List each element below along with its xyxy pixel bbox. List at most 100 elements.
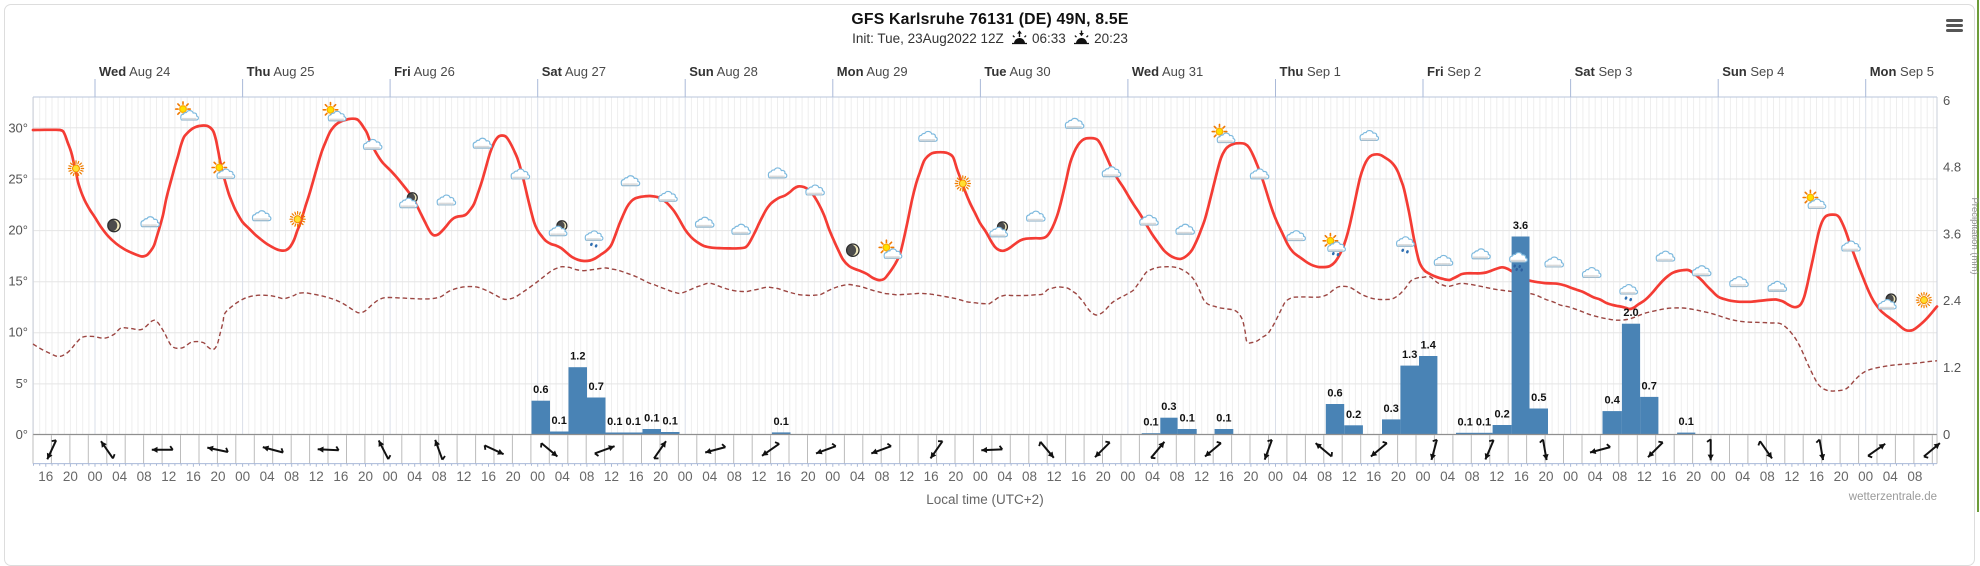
svg-text:0.1: 0.1 [1180, 413, 1195, 425]
svg-text:04: 04 [555, 469, 571, 484]
svg-text:00: 00 [1563, 469, 1578, 484]
svg-text:16: 16 [1661, 469, 1676, 484]
svg-text:20°: 20° [8, 223, 28, 238]
svg-text:Sat Aug 27: Sat Aug 27 [542, 64, 606, 79]
svg-text:12: 12 [161, 469, 176, 484]
svg-text:08: 08 [579, 469, 594, 484]
svg-text:08: 08 [1022, 469, 1037, 484]
svg-text:4.8: 4.8 [1943, 160, 1961, 175]
svg-text:Mon Aug 29: Mon Aug 29 [837, 64, 908, 79]
svg-text:04: 04 [112, 469, 128, 484]
svg-text:16: 16 [1809, 469, 1824, 484]
svg-text:04: 04 [997, 469, 1013, 484]
svg-text:0.1: 0.1 [552, 415, 567, 427]
svg-text:20: 20 [653, 469, 668, 484]
svg-text:Sat Sep 3: Sat Sep 3 [1575, 64, 1633, 79]
svg-text:00: 00 [973, 469, 988, 484]
svg-text:08: 08 [284, 469, 299, 484]
svg-text:16: 16 [333, 469, 348, 484]
svg-text:5°: 5° [16, 376, 28, 391]
svg-text:04: 04 [1145, 469, 1161, 484]
svg-text:0.1: 0.1 [626, 416, 641, 428]
svg-text:00: 00 [678, 469, 693, 484]
svg-text:08: 08 [137, 469, 152, 484]
svg-text:08: 08 [874, 469, 889, 484]
svg-text:12: 12 [1047, 469, 1062, 484]
svg-text:20: 20 [801, 469, 816, 484]
svg-text:2.0: 2.0 [1623, 307, 1638, 319]
svg-text:Precipitation (mm): Precipitation (mm) [1969, 197, 1980, 274]
svg-text:20: 20 [506, 469, 521, 484]
svg-text:Fri Aug 26: Fri Aug 26 [394, 64, 455, 79]
svg-text:Thu Aug 25: Thu Aug 25 [247, 64, 315, 79]
svg-text:30°: 30° [8, 120, 28, 135]
svg-text:20: 20 [210, 469, 225, 484]
svg-text:0.5: 0.5 [1531, 392, 1546, 404]
svg-text:20: 20 [1391, 469, 1406, 484]
svg-text:0: 0 [1943, 427, 1950, 442]
svg-text:3.6: 3.6 [1943, 226, 1961, 241]
svg-text:00: 00 [1711, 469, 1726, 484]
svg-text:1.2: 1.2 [1943, 360, 1961, 375]
svg-text:1.2: 1.2 [570, 351, 585, 363]
svg-text:04: 04 [1293, 469, 1309, 484]
svg-text:0.7: 0.7 [1642, 380, 1657, 392]
svg-text:0°: 0° [16, 427, 28, 442]
svg-text:0.1: 0.1 [663, 416, 678, 428]
svg-text:20: 20 [1243, 469, 1258, 484]
svg-text:1.3: 1.3 [1402, 349, 1417, 361]
svg-text:20: 20 [948, 469, 963, 484]
svg-text:16: 16 [1219, 469, 1234, 484]
svg-text:16: 16 [1366, 469, 1381, 484]
svg-text:0.1: 0.1 [774, 416, 789, 428]
svg-text:16: 16 [481, 469, 496, 484]
svg-text:6: 6 [1943, 93, 1950, 108]
svg-text:0.3: 0.3 [1161, 401, 1176, 413]
svg-text:0.4: 0.4 [1605, 395, 1621, 407]
svg-text:08: 08 [1760, 469, 1775, 484]
svg-text:12: 12 [899, 469, 914, 484]
svg-text:25°: 25° [8, 171, 28, 186]
svg-text:0.1: 0.1 [1458, 416, 1473, 428]
svg-text:08: 08 [1907, 469, 1922, 484]
svg-text:00: 00 [530, 469, 545, 484]
svg-text:20: 20 [1834, 469, 1849, 484]
svg-text:Wed Aug 24: Wed Aug 24 [99, 64, 170, 79]
svg-text:wetterzentrale.de: wetterzentrale.de [1848, 491, 1937, 503]
svg-text:04: 04 [260, 469, 276, 484]
svg-text:12: 12 [604, 469, 619, 484]
svg-text:20: 20 [358, 469, 373, 484]
svg-text:Mon Sep 5: Mon Sep 5 [1870, 64, 1934, 79]
svg-text:10°: 10° [8, 325, 28, 340]
svg-text:08: 08 [1612, 469, 1627, 484]
svg-text:Wed Aug 31: Wed Aug 31 [1132, 64, 1203, 79]
svg-text:04: 04 [1735, 469, 1751, 484]
svg-text:0.1: 0.1 [1476, 416, 1491, 428]
svg-text:0.1: 0.1 [1143, 417, 1158, 429]
svg-text:08: 08 [1170, 469, 1185, 484]
svg-text:Local time (UTC+2): Local time (UTC+2) [926, 492, 1043, 507]
svg-text:04: 04 [1588, 469, 1604, 484]
svg-text:12: 12 [1784, 469, 1799, 484]
svg-text:04: 04 [407, 469, 423, 484]
svg-text:04: 04 [850, 469, 866, 484]
svg-text:16: 16 [1071, 469, 1086, 484]
svg-text:16: 16 [924, 469, 939, 484]
svg-text:0.1: 0.1 [1679, 416, 1694, 428]
svg-text:00: 00 [825, 469, 840, 484]
svg-text:12: 12 [751, 469, 766, 484]
svg-text:0.6: 0.6 [533, 384, 548, 396]
svg-text:12: 12 [1637, 469, 1652, 484]
svg-text:12: 12 [1489, 469, 1504, 484]
svg-text:0.6: 0.6 [1327, 388, 1342, 400]
svg-text:16: 16 [629, 469, 644, 484]
svg-text:15°: 15° [8, 274, 28, 289]
svg-text:2.4: 2.4 [1943, 293, 1961, 308]
svg-text:20: 20 [63, 469, 78, 484]
svg-text:1.4: 1.4 [1421, 340, 1437, 352]
svg-text:Sun Sep 4: Sun Sep 4 [1722, 64, 1784, 79]
svg-text:00: 00 [1120, 469, 1135, 484]
svg-text:0.2: 0.2 [1494, 409, 1509, 421]
svg-text:16: 16 [776, 469, 791, 484]
svg-text:20: 20 [1538, 469, 1553, 484]
